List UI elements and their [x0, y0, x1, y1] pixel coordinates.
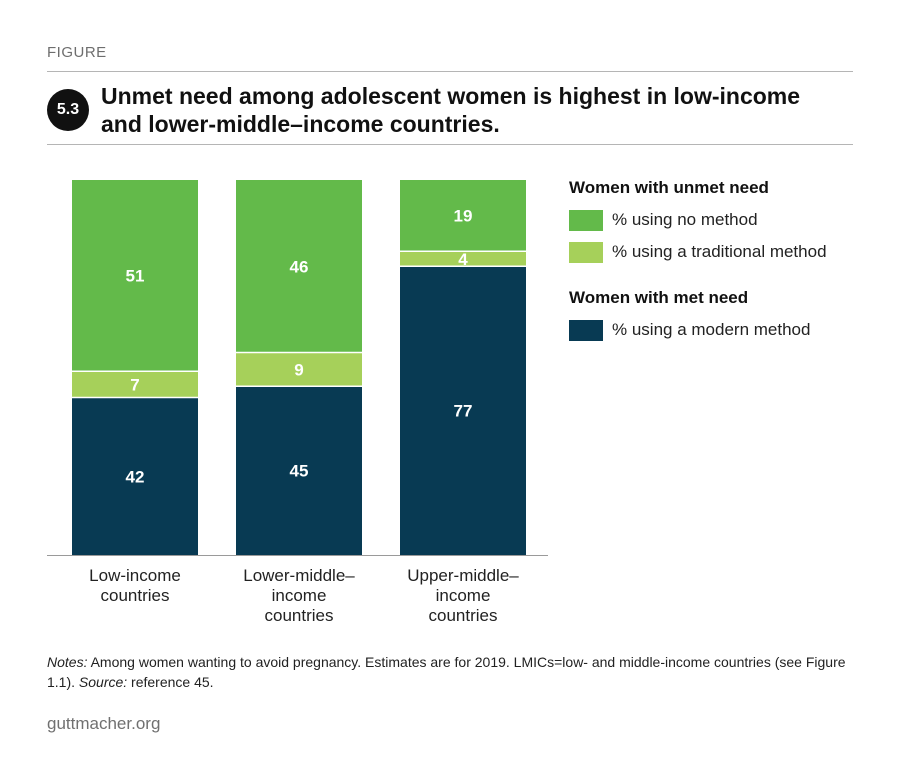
bar-segment-using-no-method-3: [400, 180, 526, 252]
bar-segment-using-a-traditional-method-3: [400, 251, 526, 267]
data-label-using-a-modern-method-2: 45: [290, 462, 309, 481]
data-label-using-no-method-3: 19: [454, 207, 473, 226]
notes-label: Notes:: [47, 654, 88, 670]
legend-item-modern-method: % using a modern method: [569, 314, 869, 346]
bar-segment-using-no-method-2: [236, 180, 362, 353]
legend-group-met: Women with met need: [569, 288, 749, 307]
legend-label-no-method: % using no method: [612, 210, 758, 229]
category-label-3: income: [436, 586, 491, 605]
bar-segment-using-a-traditional-method-1: [72, 371, 198, 398]
data-label-using-a-traditional-method-1: 7: [130, 375, 139, 394]
data-label-using-a-modern-method-1: 42: [126, 467, 145, 486]
legend-item-traditional-method: % using a traditional method: [569, 236, 869, 268]
data-label-using-a-traditional-method-3: 4: [458, 250, 468, 269]
chart-title: Unmet need among adolescent women is hig…: [101, 83, 801, 137]
category-label-2: countries: [265, 606, 334, 625]
legend-swatch-traditional-method: [569, 241, 603, 263]
category-label-3: countries: [429, 606, 498, 625]
legend-group-unmet: Women with unmet need: [569, 178, 769, 197]
category-label-3: Upper-middle–: [407, 566, 519, 585]
legend: Women with unmet need % using no method …: [569, 178, 869, 346]
data-label-using-no-method-1: 51: [126, 267, 145, 286]
data-label-using-a-modern-method-3: 77: [454, 402, 473, 421]
figure-kicker: FIGURE: [47, 44, 107, 61]
legend-label-traditional-method: % using a traditional method: [612, 242, 827, 261]
legend-swatch-modern-method: [569, 319, 603, 341]
category-label-2: income: [272, 586, 327, 605]
category-label-1: countries: [101, 586, 170, 605]
top-divider: [47, 71, 853, 72]
title-divider: [47, 144, 853, 145]
source-text: reference 45.: [127, 674, 214, 690]
bar-segment-using-a-modern-method-2: [236, 386, 362, 555]
category-label-2: Lower-middle–: [243, 566, 355, 585]
site-url: guttmacher.org: [47, 714, 161, 733]
bar-segment-using-a-traditional-method-2: [236, 352, 362, 387]
category-label-1: Low-income: [89, 566, 181, 585]
notes-text: Among women wanting to avoid pregnancy. …: [47, 654, 846, 690]
bar-segment-using-a-modern-method-3: [400, 266, 526, 555]
legend-swatch-no-method: [569, 209, 603, 231]
bar-segment-using-a-modern-method-1: [72, 397, 198, 555]
stacked-bar-chart: 42751Low-incomecountries45946Lower-middl…: [47, 180, 548, 625]
legend-label-modern-method: % using a modern method: [612, 320, 811, 339]
bar-segment-using-no-method-1: [72, 180, 198, 372]
data-label-using-no-method-2: 46: [290, 257, 309, 276]
figure-number-badge: 5.3: [47, 89, 89, 131]
chart-notes: Notes: Among women wanting to avoid preg…: [47, 652, 847, 692]
legend-item-no-method: % using no method: [569, 204, 869, 236]
source-label: Source:: [78, 674, 128, 690]
data-label-using-a-traditional-method-2: 9: [294, 360, 303, 379]
